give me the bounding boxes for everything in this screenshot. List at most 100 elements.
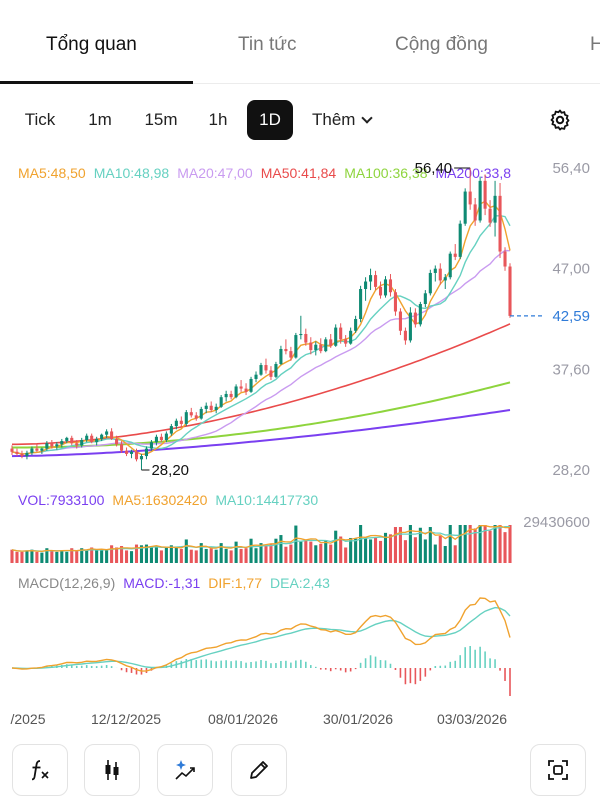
chart-toolbar (0, 744, 600, 800)
price-tick-label: 47,00 (552, 261, 590, 278)
candle-body (279, 348, 283, 364)
volume-bar (344, 547, 348, 563)
candle-body (129, 451, 134, 454)
volume-max-label: 29430600 (523, 514, 590, 531)
dea-line (11, 606, 511, 670)
volume-bar (364, 537, 368, 563)
candle-body (428, 272, 432, 294)
volume-bar (15, 551, 19, 563)
gear-icon[interactable] (548, 108, 572, 132)
volume-bar (25, 550, 29, 563)
volume-bar (324, 540, 328, 563)
candle-body (139, 456, 144, 460)
macd-legend-item: DEA:2,43 (270, 575, 330, 591)
volume-bar (314, 545, 318, 563)
candle-body (194, 415, 198, 419)
timeframe-tick[interactable]: Tick (24, 110, 56, 129)
timeframe-15m[interactable]: 15m (144, 110, 178, 129)
volume-bar (219, 543, 223, 563)
tab-community[interactable]: Cộng đồng (395, 34, 488, 55)
volume-bar (468, 525, 472, 563)
candle-body (159, 436, 163, 441)
candle-body (269, 370, 273, 377)
candle-body (179, 420, 183, 424)
date-tick-label: 03/03/2026 (437, 711, 507, 727)
candle-body (95, 438, 99, 443)
candle-body (124, 450, 129, 454)
candle-body (433, 268, 437, 273)
volume-bar (339, 536, 343, 563)
candle-body (234, 386, 238, 398)
candle-body (443, 277, 447, 281)
macd-legend-item: MACD(12,26,9) (18, 575, 116, 591)
macd-legend: MACD(12,26,9) MACD:-1,31 DIF:1,77 DEA:2,43 (18, 575, 338, 591)
candle-body (35, 448, 39, 451)
volume-bar (149, 546, 153, 563)
candle-body (249, 378, 253, 392)
volume-bar (413, 537, 417, 563)
candle-body (25, 452, 29, 457)
candle-body (383, 279, 388, 296)
volume-bar (239, 548, 243, 563)
main-legend-item: MA50:41,84 (260, 165, 337, 181)
candle-body (478, 180, 482, 221)
chart-type-button[interactable] (84, 744, 140, 796)
candle-body (438, 268, 442, 281)
volume-bar (234, 541, 238, 563)
candle-body (40, 448, 44, 451)
candle-body (299, 333, 303, 336)
timeframe-1d[interactable]: 1D (247, 100, 293, 140)
volume-bar (383, 532, 388, 563)
candle-body (169, 426, 173, 434)
volume-bar (169, 545, 173, 563)
price-tick-label: 37,60 (552, 361, 590, 378)
volume-bar (329, 544, 333, 563)
candle-body (493, 195, 497, 223)
main-legend-item: MA200:33,8 (435, 165, 512, 181)
indicators-button[interactable] (12, 744, 68, 796)
volume-bar (488, 530, 492, 563)
main-legend-item: MA5:48,50 (18, 165, 86, 181)
volume-bar (378, 540, 383, 563)
candle-body (45, 443, 49, 449)
fullscreen-button[interactable] (530, 744, 586, 796)
macd-legend-item: MACD:-1,31 (123, 575, 201, 591)
volume-bar (35, 551, 39, 563)
volume-bar (319, 543, 323, 563)
candle-body (423, 293, 427, 305)
tab-more-truncated[interactable]: H (590, 34, 600, 55)
volume-bar (478, 525, 482, 563)
tab-news[interactable]: Tin tức (238, 34, 297, 55)
volume-ma5-line (11, 525, 510, 552)
candle-body (324, 339, 328, 352)
ma5-line (11, 200, 511, 456)
candle-body (408, 312, 412, 341)
date-tick-label: /2025 (10, 711, 45, 727)
volume-bar (229, 550, 233, 563)
draw-button[interactable] (231, 744, 287, 796)
ai-analysis-button[interactable] (157, 744, 213, 796)
candle-body (20, 453, 24, 457)
candle-body (334, 327, 338, 346)
volume-bar (393, 527, 398, 563)
price-chart[interactable]: 56,40 47,00 37,60 28,20 29430600 56,40 28,20… (0, 0, 600, 740)
volume-bar (80, 548, 84, 563)
volume-bar (309, 541, 313, 563)
volume-bar (204, 548, 208, 563)
more-label: Thêm (312, 110, 356, 129)
tab-overview[interactable]: Tổng quan (46, 34, 137, 55)
fullscreen-icon (548, 760, 568, 780)
volume-bar (493, 525, 497, 563)
candle-body (110, 431, 114, 439)
volume-bar (294, 525, 298, 563)
volume-bar (90, 547, 94, 563)
candle-body (498, 195, 502, 252)
candle-body (373, 275, 378, 287)
timeframe-1m[interactable]: 1m (88, 110, 112, 129)
timeframe-more-dropdown[interactable]: Thêm (312, 100, 374, 140)
active-tab-indicator (0, 81, 193, 84)
volume-bar (359, 525, 363, 563)
candle-body (503, 251, 507, 267)
timeframe-1h[interactable]: 1h (208, 110, 228, 129)
candle-body (164, 433, 168, 441)
